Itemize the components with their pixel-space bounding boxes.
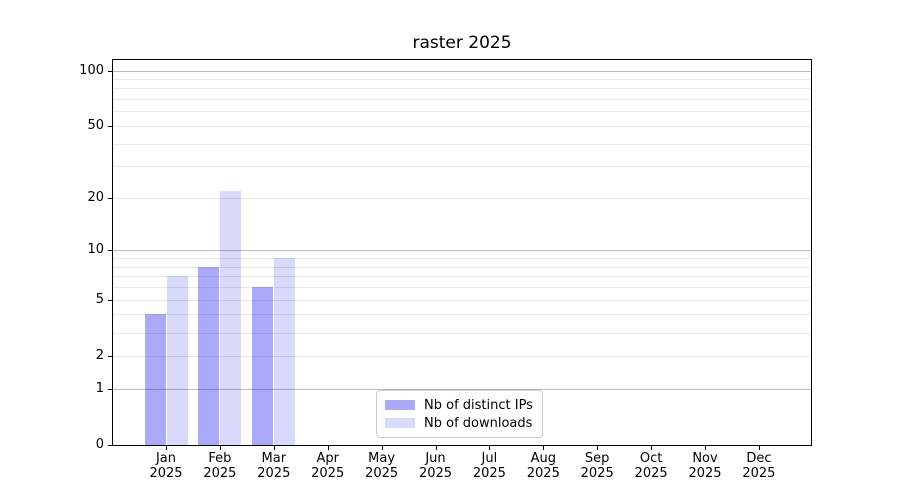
legend-label-downloads: Nb of downloads bbox=[424, 415, 533, 431]
x-tick-year: 2025 bbox=[526, 466, 560, 481]
x-tick-year: 2025 bbox=[149, 466, 183, 481]
y-tick-label: 10 bbox=[87, 242, 104, 258]
y-tick-label: 5 bbox=[95, 291, 104, 307]
gridline-minor bbox=[113, 287, 811, 289]
x-tick-label: Apr 2025 bbox=[301, 451, 355, 481]
x-tick-label: Feb 2025 bbox=[193, 451, 247, 481]
x-tick-label: Jun 2025 bbox=[409, 451, 463, 481]
y-tick-mark bbox=[108, 355, 112, 357]
x-tick-month: Nov bbox=[692, 451, 718, 466]
gridline-minor bbox=[113, 299, 811, 301]
x-tick-month: Jun bbox=[425, 451, 446, 466]
x-tick-mark bbox=[705, 446, 706, 450]
x-tick-label: Nov 2025 bbox=[678, 451, 732, 481]
y-tick-label: 0 bbox=[95, 437, 104, 452]
gridline-minor bbox=[113, 314, 811, 316]
y-tick-mark bbox=[108, 125, 112, 127]
y-tick-label: 50 bbox=[87, 117, 104, 133]
x-tick-year: 2025 bbox=[634, 466, 668, 481]
y-tick-mark bbox=[108, 445, 112, 446]
gridline-minor bbox=[113, 111, 811, 113]
y-tick-label: 1 bbox=[95, 380, 104, 396]
x-tick-mark bbox=[758, 446, 760, 450]
gridline-minor bbox=[113, 78, 811, 80]
x-tick-year: 2025 bbox=[742, 466, 776, 481]
gridline-minor bbox=[113, 125, 811, 127]
x-tick-month: Jul bbox=[481, 451, 498, 466]
x-tick-mark bbox=[219, 446, 221, 450]
y-tick-mark bbox=[108, 70, 112, 72]
y-tick-mark bbox=[108, 388, 112, 390]
x-tick-month: May bbox=[368, 451, 396, 466]
x-tick-month: Jan bbox=[155, 451, 177, 466]
x-tick-year: 2025 bbox=[472, 466, 506, 481]
x-tick-label: Jan 2025 bbox=[139, 451, 193, 481]
gridline-minor bbox=[113, 197, 811, 199]
x-tick-year: 2025 bbox=[365, 466, 399, 481]
bar-downloads-mar bbox=[274, 258, 296, 445]
y-tick-mark bbox=[108, 197, 112, 199]
x-tick-label: Aug 2025 bbox=[516, 451, 570, 481]
y-tick-mark bbox=[108, 299, 112, 301]
x-tick-year: 2025 bbox=[311, 466, 345, 481]
x-tick-label: Dec 2025 bbox=[732, 451, 786, 481]
x-tick-year: 2025 bbox=[257, 466, 291, 481]
x-tick-mark bbox=[543, 446, 545, 450]
y-tick-label: 20 bbox=[87, 189, 104, 205]
bar-distinct-ips-feb bbox=[198, 266, 220, 445]
x-tick-month: Feb bbox=[208, 451, 232, 466]
plot-area: Nb of distinct IPs Nb of downloads bbox=[112, 59, 812, 446]
gridline-minor bbox=[113, 88, 811, 90]
x-tick-mark bbox=[651, 446, 653, 450]
bar-downloads-jan bbox=[166, 276, 188, 445]
x-tick-mark bbox=[489, 446, 491, 450]
chart-title: raster 2025 bbox=[412, 33, 512, 53]
bar-downloads-feb bbox=[220, 190, 242, 445]
x-tick-label: Sep 2025 bbox=[570, 451, 624, 481]
gridline-minor bbox=[113, 143, 811, 145]
x-tick-month: Dec bbox=[746, 451, 772, 466]
bar-distinct-ips-mar bbox=[252, 287, 274, 445]
y-tick-label: 100 bbox=[79, 62, 104, 78]
gridline-minor bbox=[113, 276, 811, 278]
x-tick-year: 2025 bbox=[418, 466, 453, 481]
gridline-minor bbox=[113, 99, 811, 101]
x-tick-mark bbox=[273, 446, 275, 450]
legend-label-distinct-ips: Nb of distinct IPs bbox=[424, 397, 533, 413]
legend-row: Nb of downloads bbox=[385, 414, 533, 432]
gridline-major bbox=[113, 250, 811, 252]
gridline-minor bbox=[113, 266, 811, 268]
gridline-major bbox=[113, 388, 811, 390]
gridline-minor bbox=[113, 258, 811, 260]
legend: Nb of distinct IPs Nb of downloads bbox=[376, 390, 543, 438]
y-tick-label: 2 bbox=[95, 347, 104, 363]
x-tick-month: Aug bbox=[530, 451, 556, 466]
x-tick-label: Jul 2025 bbox=[462, 451, 516, 481]
y-tick-mark bbox=[108, 250, 112, 252]
x-tick-label: Oct 2025 bbox=[624, 451, 678, 481]
x-tick-mark bbox=[327, 446, 329, 450]
gridline-minor bbox=[113, 355, 811, 357]
x-tick-month: Apr bbox=[316, 451, 339, 466]
x-tick-mark bbox=[435, 446, 437, 450]
x-tick-year: 2025 bbox=[580, 466, 614, 481]
gridline-minor bbox=[113, 166, 811, 168]
x-tick-label: Mar 2025 bbox=[247, 451, 301, 481]
x-tick-mark bbox=[597, 446, 599, 450]
x-tick-year: 2025 bbox=[688, 466, 722, 481]
legend-row: Nb of distinct IPs bbox=[385, 396, 533, 414]
x-tick-month: Oct bbox=[639, 451, 663, 466]
x-tick-month: Mar bbox=[261, 451, 287, 466]
x-tick-mark bbox=[381, 446, 383, 450]
bar-distinct-ips-jan bbox=[144, 314, 166, 445]
legend-swatch-downloads bbox=[385, 418, 415, 428]
gridline-minor bbox=[113, 332, 811, 334]
x-tick-month: Sep bbox=[584, 451, 610, 466]
legend-swatch-distinct-ips bbox=[385, 400, 415, 410]
x-tick-label: May 2025 bbox=[355, 451, 409, 481]
gridline-major bbox=[113, 70, 811, 72]
x-tick-year: 2025 bbox=[203, 466, 237, 481]
x-tick-mark bbox=[166, 446, 167, 450]
